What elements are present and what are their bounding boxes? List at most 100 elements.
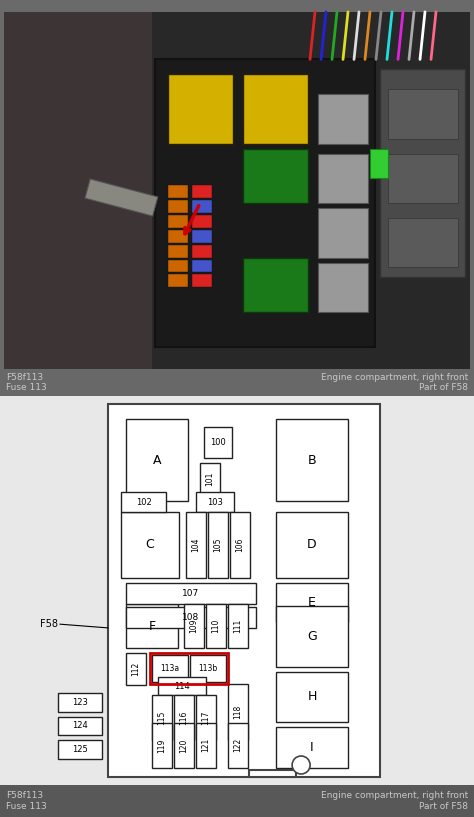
Bar xyxy=(276,512,348,578)
Bar xyxy=(206,604,226,649)
Bar xyxy=(192,244,212,257)
Text: 124: 124 xyxy=(72,721,88,730)
Text: F58f113
Fuse 113: F58f113 Fuse 113 xyxy=(6,792,47,810)
Bar xyxy=(168,215,188,228)
Text: F: F xyxy=(148,619,155,632)
Bar xyxy=(370,149,388,178)
Text: B: B xyxy=(308,453,316,467)
Bar xyxy=(388,154,458,203)
Bar xyxy=(0,368,474,396)
Bar xyxy=(58,717,102,735)
Text: 102: 102 xyxy=(136,498,151,507)
Text: 104: 104 xyxy=(191,538,201,552)
Bar xyxy=(152,723,172,768)
Bar xyxy=(168,275,188,288)
Bar xyxy=(192,230,212,243)
Text: H: H xyxy=(307,690,317,703)
Text: 105: 105 xyxy=(213,538,222,552)
Bar xyxy=(276,605,348,667)
Text: 109: 109 xyxy=(190,618,199,633)
Bar xyxy=(126,653,146,685)
Text: 114: 114 xyxy=(174,681,190,690)
Bar xyxy=(318,94,368,144)
Bar xyxy=(243,149,308,203)
Text: F58: F58 xyxy=(40,619,58,629)
Bar xyxy=(85,179,158,216)
Bar xyxy=(152,695,172,739)
Bar xyxy=(158,677,206,695)
Bar xyxy=(190,655,226,682)
Bar xyxy=(126,583,256,604)
Bar xyxy=(150,653,228,684)
Bar xyxy=(276,726,348,768)
Text: 111: 111 xyxy=(234,619,243,633)
Bar xyxy=(174,723,194,768)
Text: 115: 115 xyxy=(157,710,166,725)
Bar xyxy=(121,512,179,578)
Bar xyxy=(200,462,220,496)
Bar xyxy=(228,604,248,649)
Bar xyxy=(318,154,368,203)
Bar xyxy=(100,12,470,368)
Text: F58f113
Fuse 113: F58f113 Fuse 113 xyxy=(6,373,47,392)
Bar xyxy=(126,607,256,628)
Text: 118: 118 xyxy=(234,704,243,719)
Bar xyxy=(192,260,212,272)
Text: 108: 108 xyxy=(182,613,200,623)
Text: E: E xyxy=(308,596,316,609)
Bar xyxy=(243,257,308,312)
Text: 112: 112 xyxy=(131,662,140,676)
Bar xyxy=(168,185,188,199)
Bar xyxy=(388,89,458,139)
Text: 122: 122 xyxy=(234,739,243,752)
Bar xyxy=(126,419,188,501)
Bar xyxy=(208,512,228,578)
Bar xyxy=(174,695,194,739)
Bar xyxy=(0,785,474,817)
Bar xyxy=(168,260,188,272)
Bar xyxy=(204,426,232,458)
Bar xyxy=(186,512,206,578)
Text: 103: 103 xyxy=(207,498,223,507)
Text: D: D xyxy=(307,538,317,551)
Bar xyxy=(192,215,212,228)
Text: 123: 123 xyxy=(72,698,88,707)
Bar xyxy=(318,208,368,257)
Bar xyxy=(276,672,348,722)
Text: 119: 119 xyxy=(157,738,166,752)
Bar xyxy=(58,693,102,712)
Bar xyxy=(276,583,348,623)
Text: A: A xyxy=(153,453,161,467)
Bar xyxy=(196,492,234,512)
Bar xyxy=(184,604,204,649)
Bar xyxy=(192,185,212,199)
Bar xyxy=(121,492,166,512)
Bar xyxy=(152,655,188,682)
Text: 117: 117 xyxy=(201,710,210,725)
Bar xyxy=(58,740,102,759)
Bar xyxy=(108,404,380,777)
Text: G: G xyxy=(307,630,317,643)
Text: 101: 101 xyxy=(206,472,215,486)
Bar xyxy=(4,12,134,368)
Bar xyxy=(380,69,465,278)
Bar xyxy=(196,695,216,739)
Bar xyxy=(318,262,368,312)
Text: 120: 120 xyxy=(180,738,189,752)
Bar xyxy=(228,684,248,739)
Text: C: C xyxy=(146,538,155,551)
Text: 110: 110 xyxy=(211,618,220,633)
Text: 107: 107 xyxy=(182,589,200,598)
Bar xyxy=(168,230,188,243)
Text: 113b: 113b xyxy=(199,664,218,673)
Bar xyxy=(388,218,458,267)
Text: 116: 116 xyxy=(180,710,189,725)
Text: 121: 121 xyxy=(201,739,210,752)
Bar xyxy=(228,723,248,768)
Bar xyxy=(155,60,375,346)
Text: Engine compartment, right front
Part of F58: Engine compartment, right front Part of … xyxy=(321,792,468,810)
Bar xyxy=(192,275,212,288)
FancyBboxPatch shape xyxy=(4,12,152,368)
Circle shape xyxy=(292,756,310,774)
Bar xyxy=(230,512,250,578)
